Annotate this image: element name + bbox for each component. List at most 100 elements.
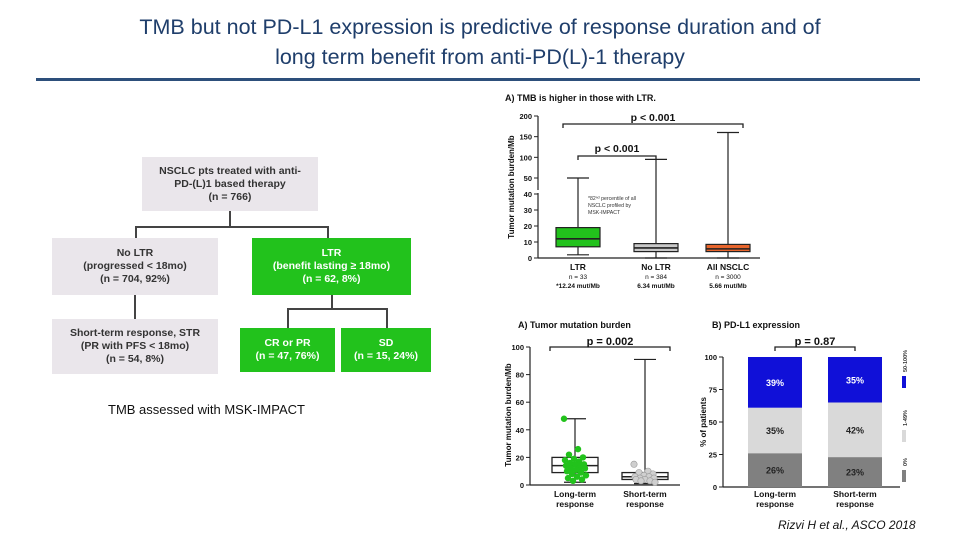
- chart3-category-label: response: [836, 499, 874, 509]
- chart1-median-label: 5.66 mut/Mb: [709, 283, 747, 290]
- chart2-y-tick-label: 0: [520, 481, 524, 490]
- chart1-y-tick-label: 0: [528, 254, 532, 263]
- chart2-data-point: [577, 469, 585, 476]
- citation: Rizvi H et al., ASCO 2018: [778, 518, 916, 532]
- chart1-annotation: *82ⁿᵈ percentile of all: [588, 196, 636, 202]
- chart1-y-tick-label: 50: [524, 174, 532, 183]
- chart2-data-point: [574, 445, 582, 453]
- chart1-p-value: p < 0.001: [631, 112, 676, 124]
- chart3-legend-swatch: [902, 430, 906, 442]
- chart3-y-tick-label: 75: [709, 386, 717, 395]
- chart3-segment-label: 26%: [766, 466, 784, 476]
- flow-connector: [327, 226, 329, 238]
- chart2-data-point: [568, 470, 576, 478]
- chart1-comparison-bracket: [577, 155, 657, 160]
- title-line-2: long term benefit from anti-PD(L)-1 ther…: [275, 45, 685, 69]
- chart3-segment-label: 23%: [846, 468, 864, 478]
- chart3-legend-swatch: [902, 376, 906, 388]
- chart1-y-tick-label: 20: [524, 222, 532, 231]
- flow-connector: [229, 211, 231, 227]
- chart2-data-point: [578, 476, 586, 483]
- chart3-y-tick-label: 0: [713, 483, 717, 492]
- slide-title: TMB but not PD-L1 expression is predicti…: [40, 12, 920, 72]
- title-divider: [36, 78, 920, 81]
- chart3-segment-label: 35%: [846, 375, 864, 385]
- chart1-y-tick-label: 10: [524, 238, 532, 247]
- chart3-y-tick-label: 25: [709, 451, 717, 460]
- chart3-category-label: response: [756, 499, 794, 509]
- chart1-y-tick-label: 30: [524, 206, 532, 215]
- chart3-p-value: p = 0.87: [795, 336, 836, 348]
- chart1-category-label: All NSCLC: [707, 262, 750, 272]
- chart2-data-point: [563, 468, 571, 475]
- flow-connector: [287, 308, 289, 328]
- chart1-y-tick-label: 100: [519, 153, 532, 162]
- chart2-title: A) Tumor mutation burden: [518, 320, 631, 330]
- flow-ltr-label: LTR (benefit lasting ≥ 18mo) (n = 62, 8%…: [272, 247, 391, 285]
- chart2-data-point: [572, 466, 580, 474]
- chart3-y-axis-label: % of patients: [699, 397, 708, 447]
- flow-sd-label: SD (n = 15, 24%): [354, 337, 418, 362]
- chart2-y-tick-label: 20: [516, 453, 524, 462]
- chart1-comparison-bracket: [562, 123, 744, 128]
- chart1-y-tick-label: 40: [524, 190, 532, 199]
- chart1-n-label: n = 33: [569, 274, 588, 281]
- flow-ltr-box: LTR (benefit lasting ≥ 18mo) (n = 62, 8%…: [252, 238, 411, 295]
- chart1-median-label: *12.24 mut/Mb: [556, 283, 600, 290]
- chart2-data-point: [630, 460, 638, 468]
- chart2-data-point: [565, 451, 573, 458]
- chart3-bar-segment: [828, 357, 882, 403]
- footer-note: TMB assessed with MSK-IMPACT: [108, 402, 305, 417]
- chart2-y-axis-label: Tumor mutation burden/Mb: [504, 363, 513, 467]
- chart3-category-label: Long-term: [754, 489, 796, 499]
- chart1-box: [705, 243, 751, 253]
- flow-no-ltr-label: No LTR (progressed < 18mo) (n = 704, 92%…: [83, 247, 187, 285]
- chart3-bar-segment: [748, 453, 802, 487]
- chart1-y-axis-label: Tumor mutation burden/Mb: [507, 135, 516, 239]
- chart1-annotation: NSCLC profiled by: [588, 203, 631, 209]
- chart3-legend-label: 1-49%: [903, 410, 909, 426]
- chart2-data-point: [560, 415, 568, 422]
- chart3-segment-label: 39%: [766, 378, 784, 388]
- chart2-data-point: [564, 474, 572, 482]
- flow-connector: [134, 295, 136, 319]
- chart1-y-tick-label: 200: [519, 112, 532, 121]
- flow-cr-pr-box: CR or PR (n = 47, 76%): [240, 328, 335, 372]
- flow-cr-pr-label: CR or PR (n = 47, 76%): [255, 337, 320, 362]
- chart1-median-label: 6.34 mut/Mb: [637, 283, 675, 290]
- chart3-bar-segment: [828, 402, 882, 458]
- chart1-n-label: n = 384: [645, 274, 667, 281]
- flow-root-label: NSCLC pts treated with anti- PD-(L)1 bas…: [159, 164, 301, 203]
- flow-sd-box: SD (n = 15, 24%): [341, 328, 431, 372]
- chart1-annotation: MSK-IMPACT: [588, 210, 621, 216]
- chart1-box: [555, 227, 601, 248]
- chart2-data-point: [637, 477, 645, 485]
- flow-connector: [386, 308, 388, 328]
- flow-root-box: NSCLC pts treated with anti- PD-(L)1 bas…: [142, 157, 318, 211]
- chart1-n-label: n = 3000: [715, 274, 741, 281]
- chart1-category-label: No LTR: [641, 262, 671, 272]
- chart3-segment-label: 35%: [766, 426, 784, 436]
- flow-connector: [331, 295, 333, 309]
- flow-connector: [287, 308, 387, 310]
- chart3-legend-label: 0%: [903, 458, 909, 466]
- chart2-category-label: response: [626, 499, 664, 509]
- chart2-y-tick-label: 40: [516, 426, 524, 435]
- chart3-y-tick-label: 50: [709, 418, 717, 427]
- chart2-p-value: p = 0.002: [587, 336, 634, 348]
- chart2-data-point: [570, 455, 578, 462]
- flow-connector: [135, 226, 137, 238]
- chart2-category-label: Long-term: [554, 489, 596, 499]
- chart3-bar-segment: [748, 407, 802, 454]
- chart3-category-label: Short-term: [833, 489, 877, 499]
- chart3-bar-segment: [828, 457, 882, 487]
- chart1-category-label: LTR: [570, 262, 586, 272]
- chart3-legend-swatch: [902, 470, 906, 482]
- chart3-y-tick-label: 100: [704, 353, 717, 362]
- chart2-data-point: [569, 477, 577, 485]
- title-line-1: TMB but not PD-L1 expression is predicti…: [139, 15, 821, 39]
- chart1-y-tick-label: 150: [519, 133, 532, 142]
- chart2-y-tick-label: 100: [511, 343, 524, 352]
- chart3-bar-segment: [748, 357, 802, 408]
- flow-connector: [135, 226, 328, 228]
